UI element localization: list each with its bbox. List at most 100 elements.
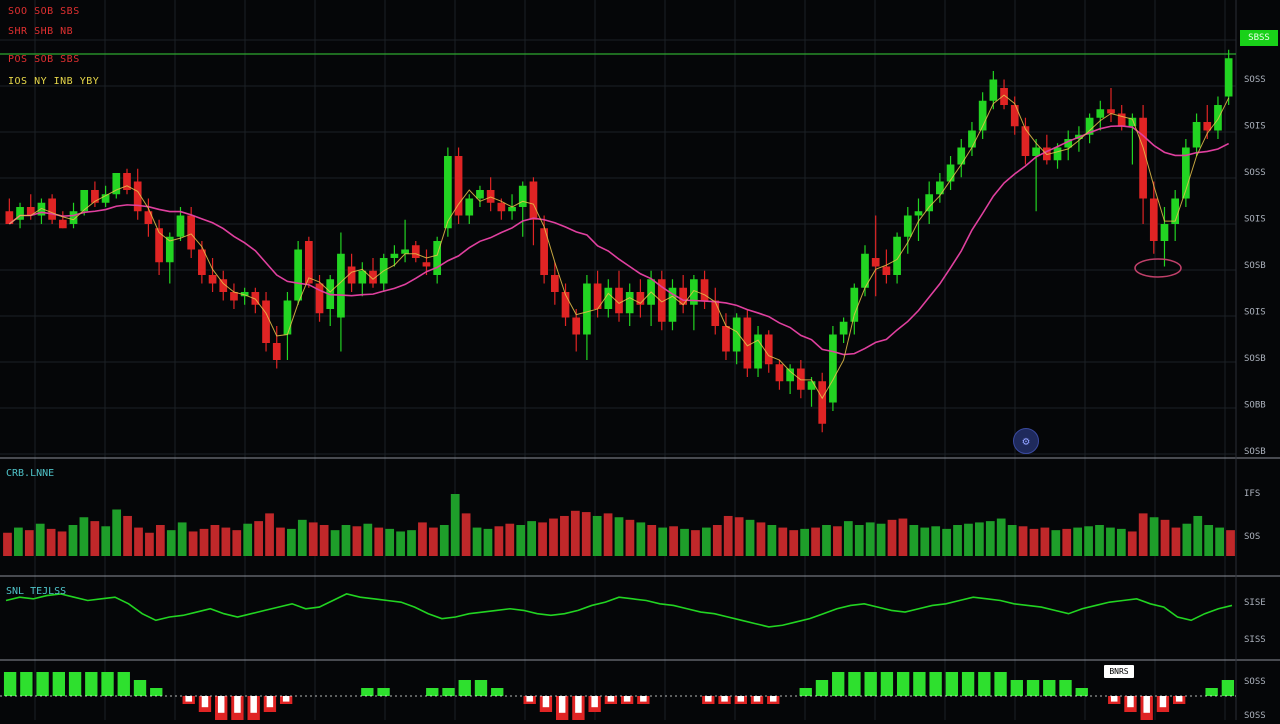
macd-bar bbox=[880, 672, 894, 696]
macd-signal-mark bbox=[1175, 696, 1183, 702]
volume-bar bbox=[712, 525, 722, 556]
volume-bar bbox=[134, 527, 143, 556]
volume-bar bbox=[123, 515, 132, 556]
volume-bar bbox=[3, 532, 12, 556]
candle-body bbox=[165, 236, 174, 263]
candle-body bbox=[1203, 122, 1212, 131]
candle-body bbox=[476, 190, 484, 199]
volume-bar bbox=[909, 525, 919, 556]
macd-bar bbox=[361, 688, 374, 696]
volume-bar bbox=[155, 525, 165, 556]
volume-bar bbox=[767, 525, 777, 556]
volume-bar bbox=[1116, 528, 1126, 556]
volume-bar bbox=[439, 525, 449, 556]
macd-bar bbox=[913, 672, 926, 696]
price-tick-label: SOIS bbox=[1244, 122, 1266, 132]
candle-body bbox=[850, 287, 859, 322]
candle-body bbox=[604, 287, 613, 309]
candle-body bbox=[796, 368, 805, 390]
volume-bar bbox=[1084, 526, 1093, 556]
candle-body bbox=[347, 266, 356, 284]
volume-bar bbox=[287, 528, 296, 556]
volume-bar bbox=[581, 512, 591, 556]
volume-bar bbox=[833, 526, 842, 556]
gear-icon[interactable]: ⚙ bbox=[1013, 428, 1039, 454]
volume-bar bbox=[745, 519, 755, 556]
candle-body bbox=[732, 317, 741, 352]
macd-bar bbox=[1075, 688, 1088, 696]
candle-body bbox=[444, 156, 452, 229]
volume-bar bbox=[472, 527, 482, 556]
volume-bar bbox=[1160, 519, 1170, 556]
candle-body bbox=[251, 292, 260, 305]
volume-bar bbox=[188, 531, 198, 556]
macd-signal-mark bbox=[558, 696, 566, 713]
volume-bar bbox=[876, 523, 886, 556]
volume-pane-label: CRB.LNNE bbox=[6, 468, 55, 479]
candle-body bbox=[5, 211, 14, 224]
volume-bar bbox=[319, 525, 329, 556]
volume-bar bbox=[942, 528, 951, 556]
candle-body bbox=[754, 334, 762, 369]
macd-signal-mark bbox=[640, 696, 647, 702]
candle-body bbox=[1224, 58, 1233, 97]
volume-bar bbox=[985, 521, 995, 556]
candle-body bbox=[529, 181, 538, 220]
candle-body bbox=[764, 334, 773, 365]
candle-body bbox=[123, 173, 131, 190]
macd-signal-mark bbox=[721, 696, 728, 702]
candle-body bbox=[861, 253, 869, 288]
macd-bar bbox=[961, 672, 975, 696]
volume-bar bbox=[538, 522, 547, 556]
candle-body bbox=[871, 258, 880, 267]
candle-body bbox=[358, 270, 367, 284]
volume-bar bbox=[68, 525, 78, 556]
candle-body bbox=[989, 79, 998, 101]
volume-bar bbox=[953, 525, 962, 556]
macd-signal-mark bbox=[282, 696, 290, 702]
candle-body bbox=[668, 287, 677, 322]
candle-body bbox=[422, 262, 431, 267]
candle-body bbox=[1021, 126, 1030, 156]
volume-bar bbox=[822, 525, 831, 556]
candle-body bbox=[743, 317, 752, 369]
candle-body bbox=[240, 292, 249, 297]
candle-body bbox=[978, 100, 987, 131]
volume-bar bbox=[428, 527, 438, 556]
volume-bar bbox=[35, 523, 45, 556]
oscillator-line bbox=[5, 593, 1233, 628]
macd-bar bbox=[994, 672, 1007, 696]
volume-bar bbox=[1138, 513, 1148, 556]
candle-body bbox=[711, 300, 720, 326]
macd-bar bbox=[458, 680, 471, 696]
candle-body bbox=[133, 181, 142, 212]
candle-body bbox=[946, 164, 955, 182]
volume-bar bbox=[1062, 528, 1072, 556]
candle-body bbox=[390, 253, 399, 258]
volume-bar bbox=[680, 528, 689, 556]
volume-bar bbox=[14, 527, 23, 556]
volume-bar bbox=[352, 526, 362, 556]
macd-signal-mark bbox=[607, 696, 615, 702]
macd-signal-mark bbox=[1143, 696, 1150, 713]
oscillator-tick-label: SISE bbox=[1244, 598, 1266, 608]
volume-bar bbox=[996, 518, 1006, 556]
volume-bar bbox=[177, 522, 187, 556]
volume-bar bbox=[625, 519, 635, 556]
candle-body bbox=[550, 275, 559, 292]
volume-bar bbox=[79, 517, 89, 556]
macd-signal-mark bbox=[201, 696, 209, 708]
macd-signal-mark bbox=[185, 696, 192, 702]
volume-bar bbox=[1204, 525, 1214, 556]
legend-entry: POS SOB SBS bbox=[8, 54, 80, 65]
candle-body bbox=[893, 236, 901, 275]
candle-body bbox=[1085, 117, 1094, 135]
legend-entry: SOO SOB SBS bbox=[8, 6, 80, 17]
candle-body bbox=[690, 279, 698, 305]
candle-body bbox=[625, 292, 634, 314]
volume-bar bbox=[931, 526, 941, 556]
macd-signal-mark bbox=[753, 696, 761, 702]
candle-body bbox=[540, 228, 548, 275]
